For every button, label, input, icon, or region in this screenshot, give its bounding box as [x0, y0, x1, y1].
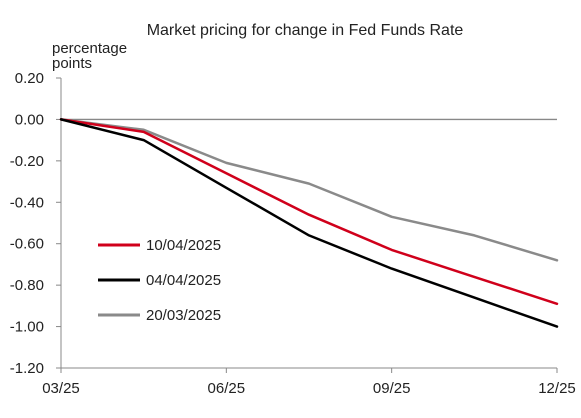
series-line-2: [59, 118, 559, 328]
y-tick-label: -1.00: [10, 319, 44, 336]
legend-label: 10/04/2025: [146, 237, 221, 254]
y-axis-ticks: 0.20 0.00 -0.20 -0.40 -0.60 -0.80 -1.00 -1.20: [10, 70, 61, 377]
y-tick-label: 0.00: [15, 111, 44, 128]
chart-title: Market pricing for change in Fed Funds R…: [147, 22, 464, 39]
axes: [60, 78, 557, 369]
legend-label: 20/03/2025: [146, 307, 221, 324]
series-line-3: [59, 118, 559, 262]
y-tick-label: -0.20: [10, 153, 44, 170]
y-tick-label: -0.80: [10, 277, 44, 294]
y-tick-label: 0.20: [15, 70, 44, 87]
x-tick-label: 12/25: [538, 380, 576, 397]
x-tick-label: 09/25: [373, 380, 411, 397]
series-line-1: [59, 118, 559, 306]
y-axis-label-line1: percentage: [52, 40, 127, 57]
x-axis-ticks: 03/25 06/25 09/25 12/25: [42, 368, 576, 397]
y-axis-label-line2: points: [52, 55, 92, 72]
x-tick-label: 06/25: [208, 380, 246, 397]
legend-label: 04/04/2025: [146, 272, 221, 289]
y-tick-label: -0.40: [10, 194, 44, 211]
y-tick-label: -0.60: [10, 236, 44, 253]
legend: 10/04/2025 04/04/2025 20/03/2025: [98, 237, 221, 324]
series-lines: [59, 118, 559, 328]
x-tick-label: 03/25: [42, 380, 80, 397]
y-tick-label: -1.20: [10, 360, 44, 377]
